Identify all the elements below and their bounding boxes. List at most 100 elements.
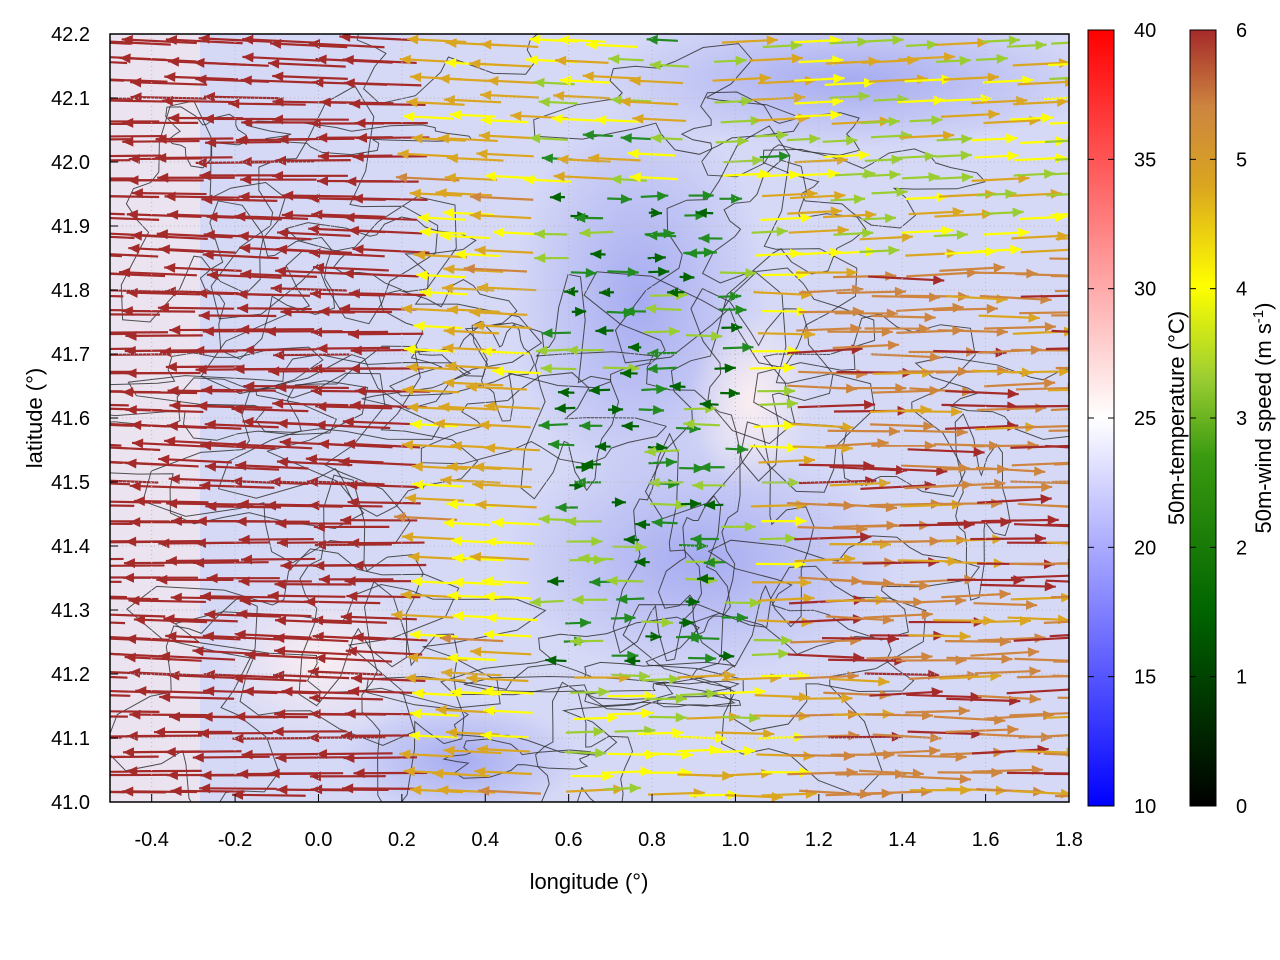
wind-vector <box>193 561 269 564</box>
colorbar-tick-label: 1 <box>1236 667 1247 689</box>
wind-vector-head <box>749 597 761 608</box>
wind-vector <box>1048 504 1069 508</box>
wind-vector <box>242 55 321 62</box>
wind-vectors <box>54 34 1127 802</box>
wind-vector-head <box>842 421 854 432</box>
wind-vector-head <box>443 745 455 756</box>
wind-vector-head <box>241 749 253 760</box>
wind-vector-head <box>860 531 872 542</box>
wind-vector-head <box>988 109 1000 120</box>
wind-vector-head <box>1001 653 1013 664</box>
wind-vector-head <box>446 499 458 510</box>
wind-vector-head <box>401 532 414 543</box>
wind-vector-head <box>274 709 286 720</box>
wind-vector-head <box>930 732 942 743</box>
wind-vector-head <box>341 730 353 741</box>
wind-vector-head <box>595 325 607 336</box>
wind-vector-head <box>419 287 432 298</box>
y-tick-label: 41.0 <box>51 792 90 814</box>
wind-vector-head <box>469 210 482 221</box>
contour-line <box>245 120 473 156</box>
wind-vector-head <box>916 74 929 85</box>
wind-vector <box>906 693 982 699</box>
wind-vector-head <box>478 130 491 141</box>
wind-vector <box>110 61 128 65</box>
wind-vector-head <box>766 35 778 46</box>
wind-vector-head <box>437 133 450 144</box>
wind-vector-head <box>96 175 107 185</box>
wind-vector <box>970 537 1046 541</box>
wind-vector-head <box>235 135 248 146</box>
wind-vector-head <box>686 248 698 259</box>
wind-vector-head <box>611 404 624 415</box>
wind-vector <box>110 446 161 452</box>
wind-vector-head <box>699 462 711 473</box>
wind-vector-head <box>54 329 65 339</box>
wind-vector-head <box>928 172 940 183</box>
wind-vector <box>352 155 427 159</box>
wind-vector <box>790 639 862 644</box>
wind-vector-head <box>90 686 101 696</box>
wind-vector <box>1048 62 1069 67</box>
wind-vector-head <box>466 673 478 684</box>
wind-vector-head <box>133 614 146 625</box>
wind-vector-head <box>308 500 320 511</box>
wind-vector-head <box>417 212 429 223</box>
wind-vector-head <box>168 113 180 124</box>
wind-vector-head <box>339 34 351 43</box>
wind-vector-head <box>128 595 140 606</box>
wind-vector-head <box>318 574 330 585</box>
wind-vector <box>308 504 383 508</box>
wind-vector-head <box>1116 694 1127 704</box>
wind-vector-head <box>778 648 790 659</box>
wind-vector <box>314 423 391 430</box>
wind-vector-head <box>280 306 292 317</box>
wind-vector <box>235 464 309 470</box>
wind-vector-head <box>237 303 249 314</box>
contour-line <box>173 583 547 709</box>
wind-vector <box>342 420 418 426</box>
x-tick-label: 0.6 <box>555 829 583 851</box>
temperature-colorbar: 10 15 20 25 30 35 40 50m-temperature (°C) <box>1087 20 1189 818</box>
wind-vector-head <box>443 264 455 275</box>
wind-vector <box>354 389 431 393</box>
wind-vector <box>788 617 865 624</box>
wind-vector-head <box>599 287 611 298</box>
wind-vector-head <box>1068 168 1069 170</box>
wind-vector-head <box>858 91 870 102</box>
wind-vector-head <box>973 446 985 457</box>
wind-vector-head <box>614 497 626 508</box>
wind-vector-head <box>447 590 459 601</box>
wind-vector-head <box>125 458 137 469</box>
wind-vector <box>199 787 277 790</box>
wind-vector-head <box>305 454 318 465</box>
wind-vector <box>110 347 134 351</box>
wind-vector-head <box>480 346 493 357</box>
wind-vector-head <box>1043 378 1056 389</box>
wind-vector-head <box>930 498 942 509</box>
wind-vector <box>897 754 967 759</box>
wind-vector-head <box>342 54 354 65</box>
wind-vector-head <box>342 783 354 794</box>
wind-vector-head <box>350 345 362 356</box>
wind-vector <box>340 615 417 621</box>
wind-vector-head <box>1076 421 1087 431</box>
wind-vector-head <box>557 154 569 165</box>
wind-vector <box>1049 121 1069 125</box>
wind-vector-head <box>588 385 600 396</box>
wind-vector-head <box>402 385 414 396</box>
wind-vector-head <box>94 649 105 659</box>
wind-vector-head <box>744 521 756 532</box>
wind-vector-head <box>961 134 973 145</box>
wind-vector-head <box>608 54 620 65</box>
wind-vector <box>129 713 207 717</box>
wind-vector <box>1013 636 1069 642</box>
wind-vector-head <box>446 653 459 664</box>
wind-vector <box>900 775 972 781</box>
wind-vector-head <box>276 418 288 429</box>
wind-vector <box>1053 660 1069 663</box>
wind-vector-head <box>347 329 359 340</box>
wind-vector <box>129 484 206 490</box>
wind-vector <box>110 621 126 625</box>
wind-vector-head <box>565 516 577 527</box>
